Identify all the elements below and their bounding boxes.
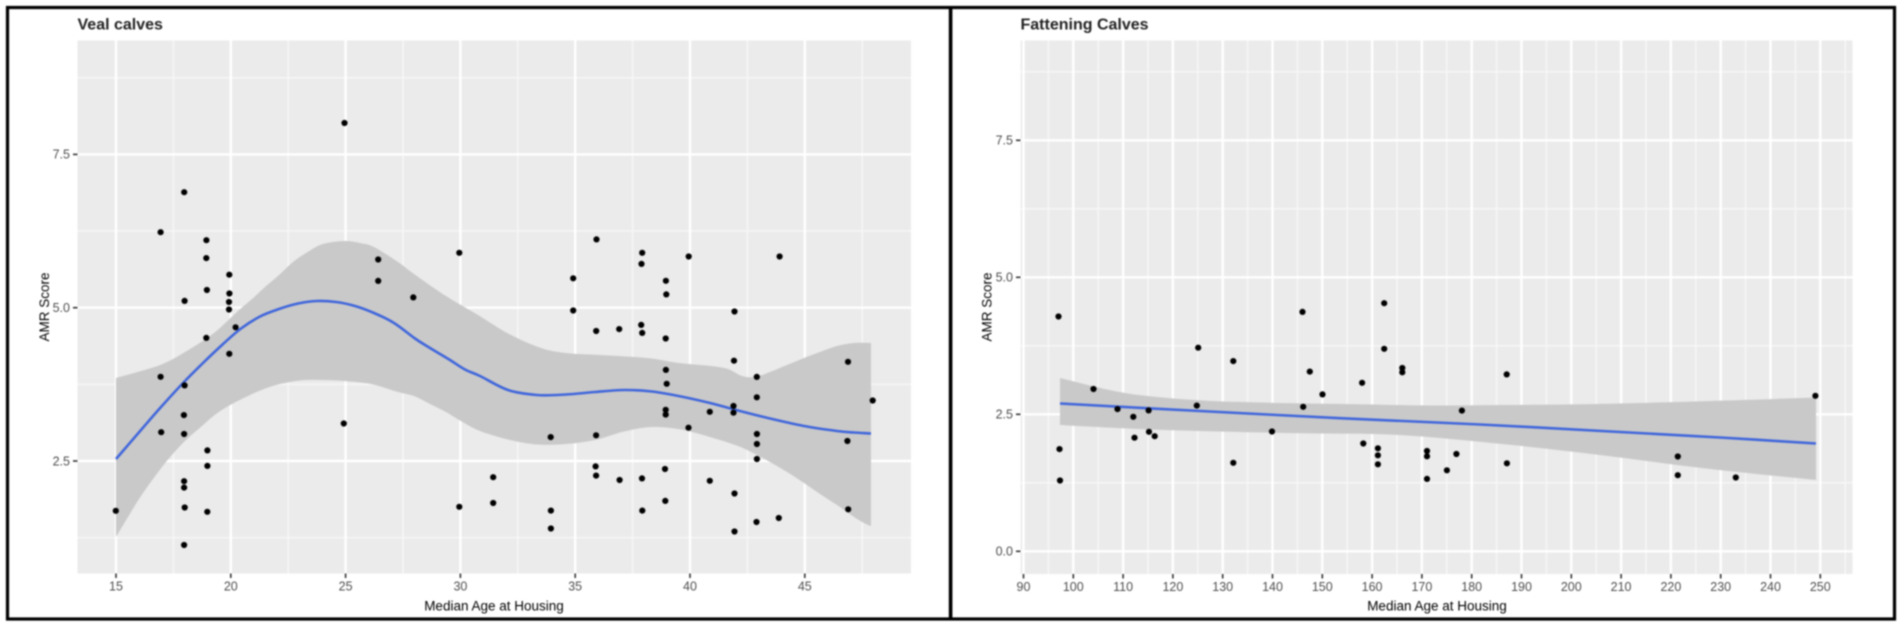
svg-text:Median Age at Housing: Median Age at Housing [424, 599, 564, 614]
svg-text:90: 90 [1017, 580, 1031, 594]
svg-text:220: 220 [1660, 580, 1681, 594]
svg-text:180: 180 [1461, 580, 1482, 594]
svg-text:20: 20 [224, 580, 238, 594]
svg-text:2.5: 2.5 [53, 454, 70, 468]
svg-text:45: 45 [798, 580, 812, 594]
svg-text:250: 250 [1810, 580, 1831, 594]
svg-text:35: 35 [568, 580, 582, 594]
svg-text:160: 160 [1362, 580, 1383, 594]
svg-text:150: 150 [1312, 580, 1333, 594]
svg-text:130: 130 [1212, 580, 1233, 594]
svg-text:30: 30 [453, 580, 467, 594]
svg-text:110: 110 [1113, 580, 1133, 594]
svg-text:7.5: 7.5 [996, 134, 1013, 148]
svg-text:15: 15 [109, 580, 123, 594]
svg-text:170: 170 [1411, 580, 1432, 594]
svg-text:7.5: 7.5 [53, 148, 70, 162]
svg-text:140: 140 [1262, 580, 1283, 594]
svg-text:AMR Score: AMR Score [37, 272, 52, 341]
svg-text:AMR Score: AMR Score [980, 272, 995, 341]
svg-text:240: 240 [1760, 580, 1781, 594]
svg-text:200: 200 [1561, 580, 1582, 594]
svg-text:Median Age at Housing: Median Age at Housing [1367, 599, 1507, 614]
svg-text:2.5: 2.5 [996, 408, 1013, 422]
svg-text:230: 230 [1710, 580, 1731, 594]
svg-text:Fattening Calves: Fattening Calves [1021, 17, 1149, 34]
svg-text:120: 120 [1162, 580, 1183, 594]
svg-text:100: 100 [1063, 580, 1084, 594]
svg-text:210: 210 [1611, 580, 1632, 594]
svg-text:190: 190 [1511, 580, 1532, 594]
svg-text:5.0: 5.0 [996, 271, 1013, 285]
svg-text:0.0: 0.0 [996, 545, 1013, 559]
svg-text:Veal calves: Veal calves [78, 17, 164, 34]
svg-text:25: 25 [339, 580, 353, 594]
svg-text:5.0: 5.0 [53, 301, 70, 315]
svg-text:40: 40 [683, 580, 697, 594]
